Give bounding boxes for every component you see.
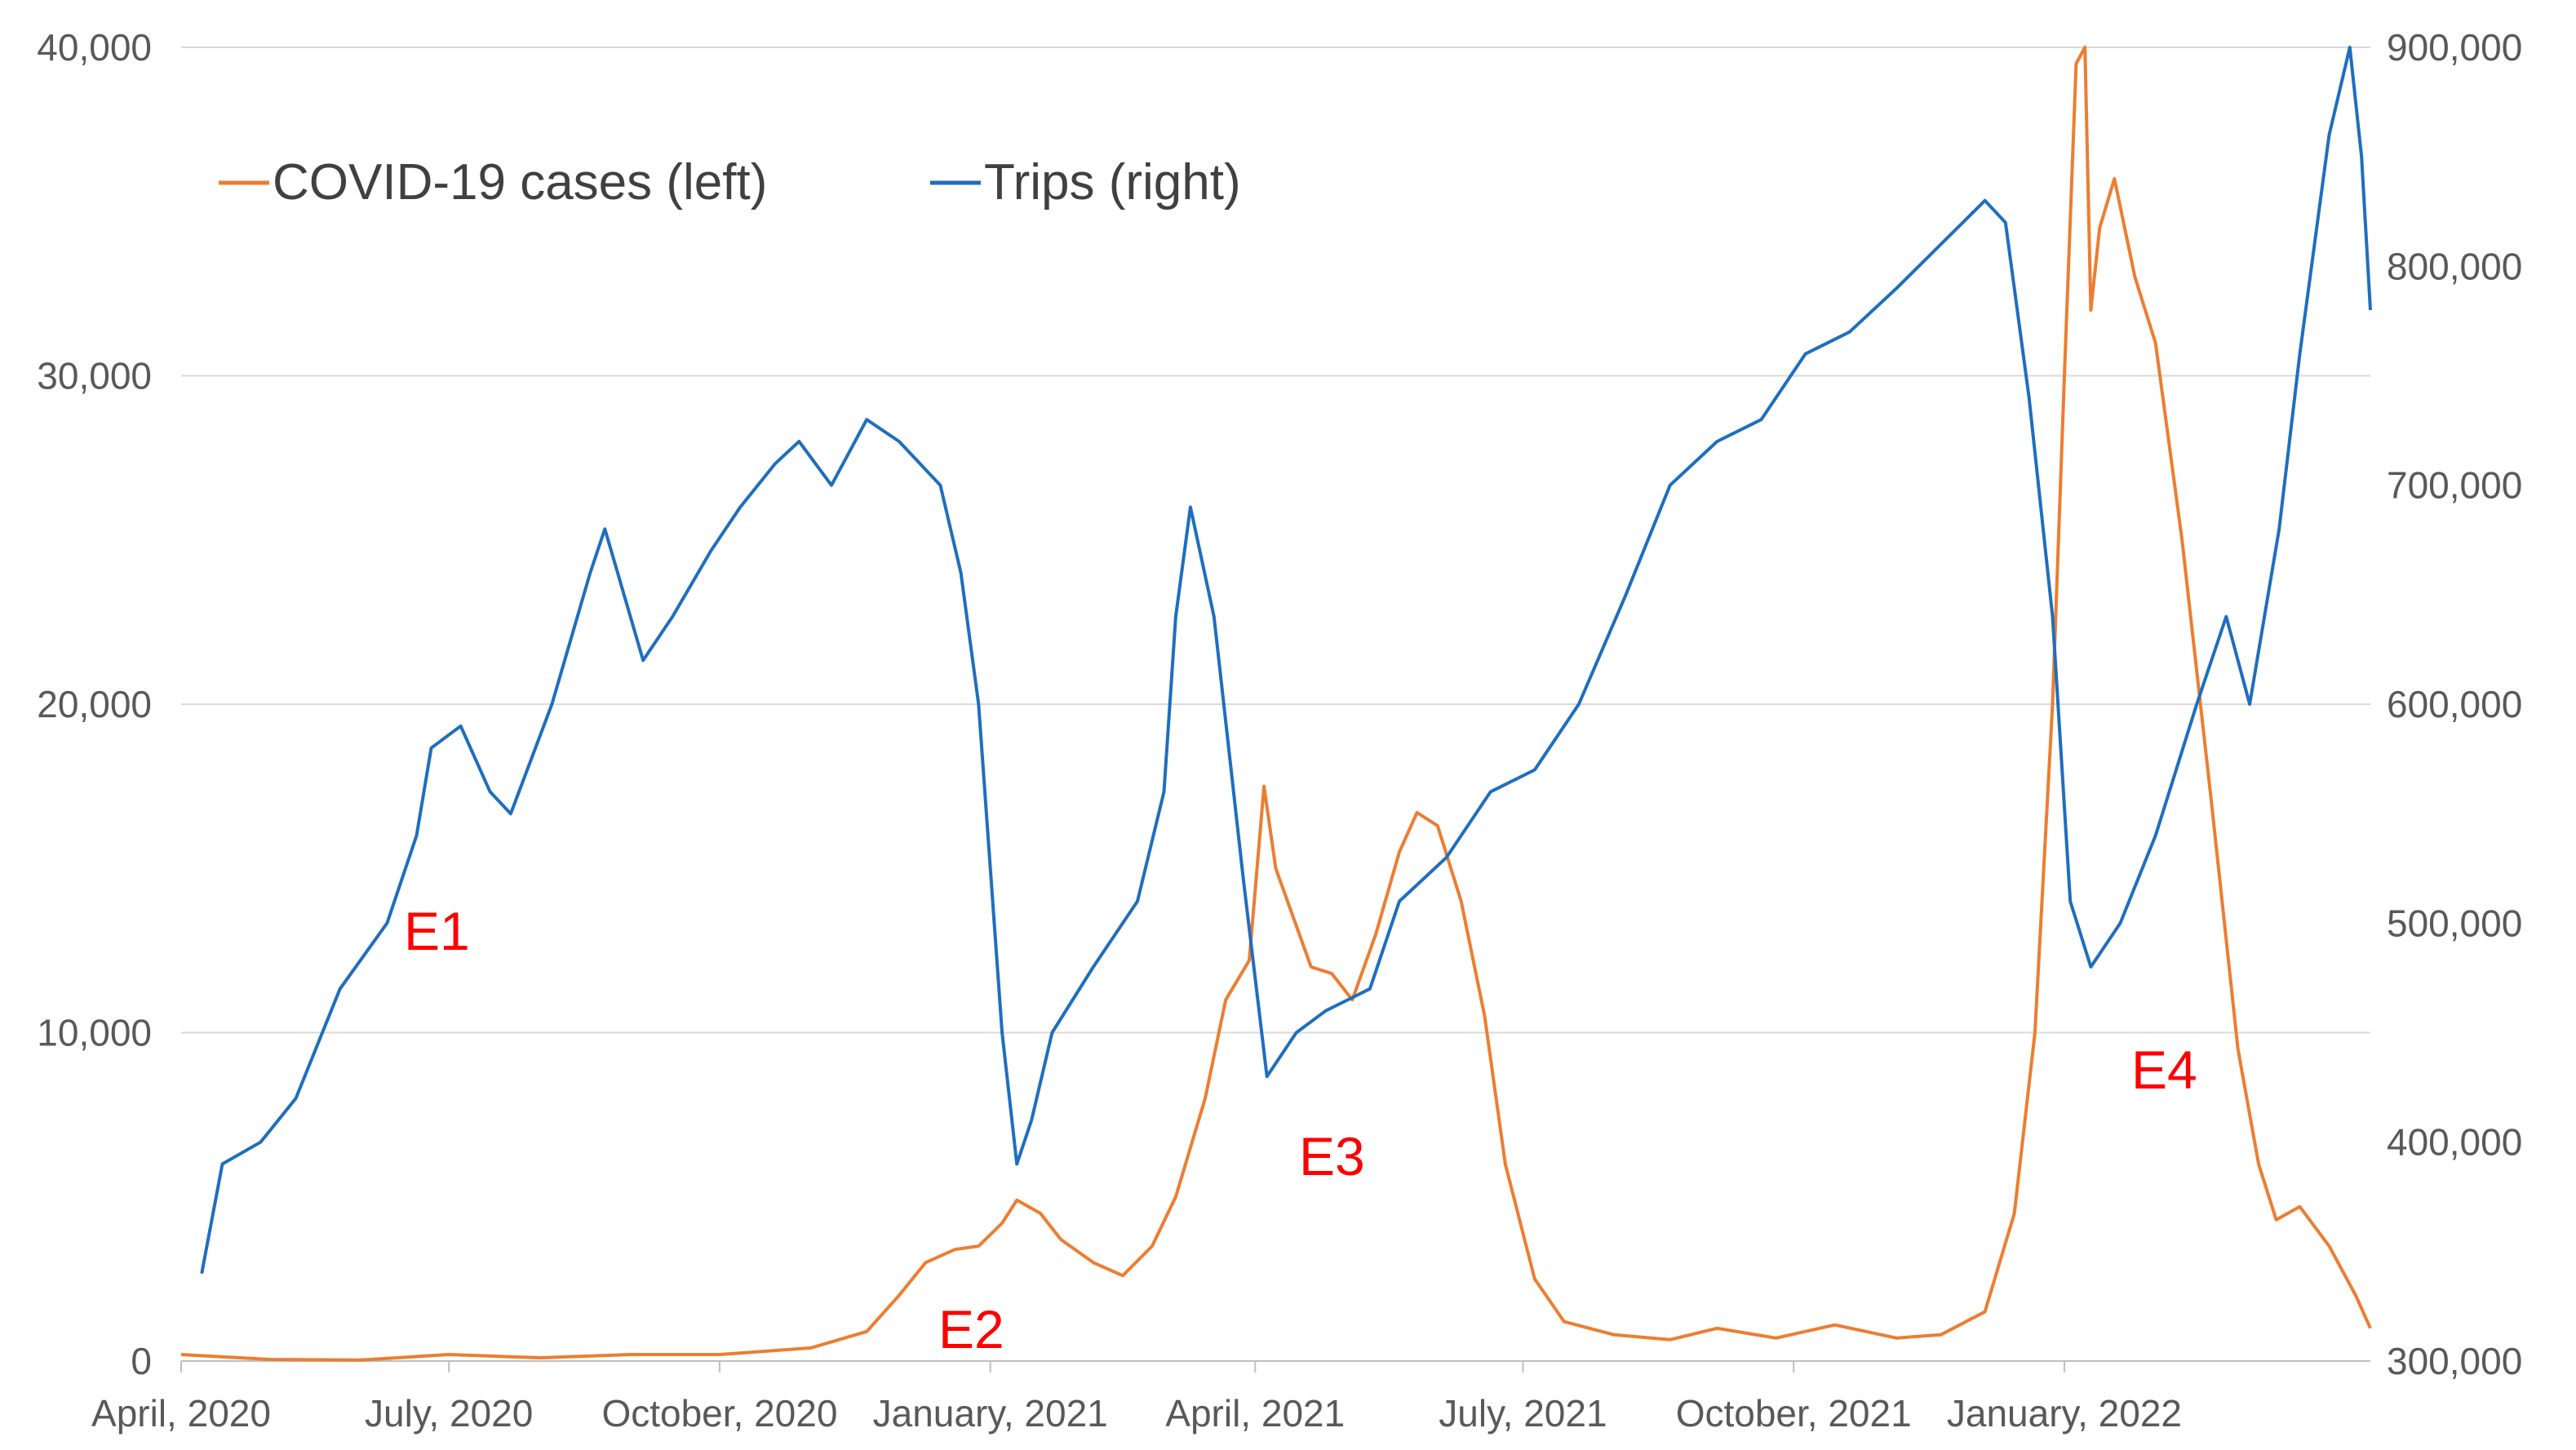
x-tick-label: July, 2021 <box>1439 1392 1607 1434</box>
left-y-tick-label: 40,000 <box>37 26 152 69</box>
right-y-tick-label: 700,000 <box>2387 464 2522 507</box>
right-y-tick-label: 500,000 <box>2387 902 2522 944</box>
annotation-e4: E4 <box>2131 1040 2197 1100</box>
annotation-e2: E2 <box>938 1299 1004 1359</box>
right-y-tick-label: 400,000 <box>2387 1121 2522 1164</box>
x-tick-label: October, 2020 <box>601 1392 837 1434</box>
annotation-e1: E1 <box>404 901 470 961</box>
right-y-tick-label: 800,000 <box>2387 245 2522 287</box>
left-y-tick-label: 10,000 <box>37 1012 152 1054</box>
annotation-e3: E3 <box>1299 1126 1365 1186</box>
covid-cases-line <box>180 46 2372 1362</box>
gridlines <box>181 47 2370 1034</box>
left-y-tick-label: 30,000 <box>37 355 152 397</box>
x-tick-label: January, 2021 <box>873 1392 1108 1434</box>
x-tick-label: January, 2022 <box>1947 1392 2182 1434</box>
series-lines <box>180 46 2372 1362</box>
x-tick-label: April, 2020 <box>91 1392 271 1434</box>
right-y-tick-label: 900,000 <box>2387 26 2522 69</box>
right-y-tick-label: 600,000 <box>2387 683 2522 725</box>
right-y-tick-label: 300,000 <box>2387 1340 2522 1382</box>
left-y-axis: 0 10,000 20,000 30,000 40,000 <box>37 26 152 1382</box>
left-y-tick-label: 0 <box>131 1340 152 1382</box>
legend: COVID-19 cases (left) Trips (right) <box>219 154 1241 211</box>
left-y-tick-label: 20,000 <box>37 683 152 725</box>
x-tick-label: July, 2020 <box>365 1392 533 1434</box>
legend-label-covid-cases: COVID-19 cases (left) <box>273 154 767 211</box>
right-y-axis: 300,000 400,000 500,000 600,000 700,000 800,0… <box>2387 26 2522 1382</box>
x-tick-label: October, 2021 <box>1676 1392 1912 1434</box>
x-axis: April, 2020 July, 2020 October, 2020 Januar… <box>91 1360 2370 1434</box>
x-tick-label: April, 2021 <box>1165 1392 1345 1434</box>
wave-annotations: E1 E2 E3 E4 <box>404 901 2197 1359</box>
trips-line <box>200 46 2372 1275</box>
legend-label-trips: Trips (right) <box>984 154 1241 211</box>
